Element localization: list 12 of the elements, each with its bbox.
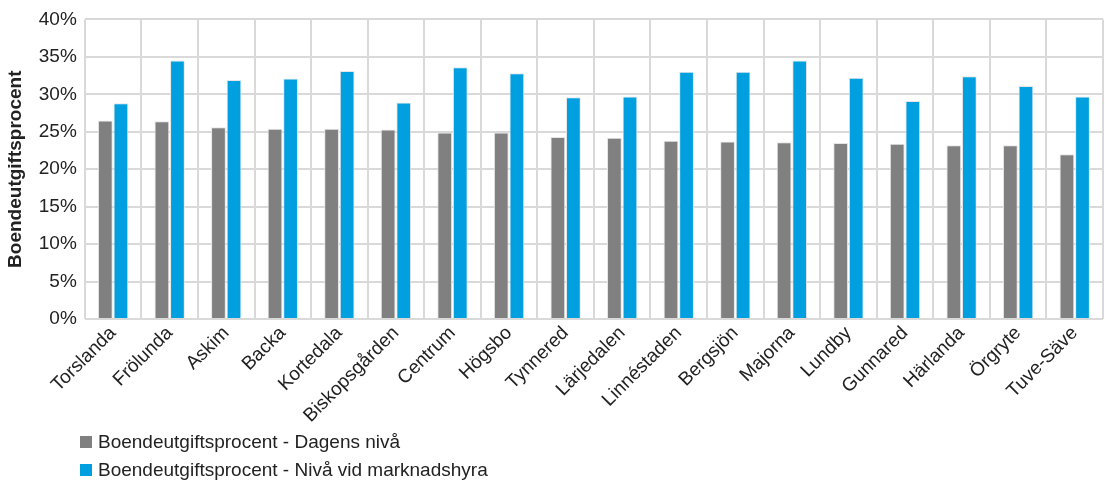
- y-axis-title: Boendeutgiftsprocent: [3, 69, 25, 268]
- y-tick-label: 15%: [38, 194, 77, 216]
- y-tick-label: 5%: [49, 269, 77, 291]
- y-tick-label: 40%: [38, 7, 77, 29]
- y-tick-label: 25%: [38, 119, 77, 141]
- legend-label: Boendeutgiftsprocent - Nivå vid marknadshyra: [98, 459, 488, 481]
- y-tick-label: 10%: [38, 232, 77, 254]
- y-tick-label: 20%: [38, 157, 77, 179]
- legend-label: Boendeutgiftsprocent - Dagens nivå: [98, 431, 401, 453]
- y-tick-label: 35%: [38, 45, 77, 67]
- y-tick-label: 0%: [49, 307, 77, 329]
- y-tick-label: 30%: [38, 82, 77, 104]
